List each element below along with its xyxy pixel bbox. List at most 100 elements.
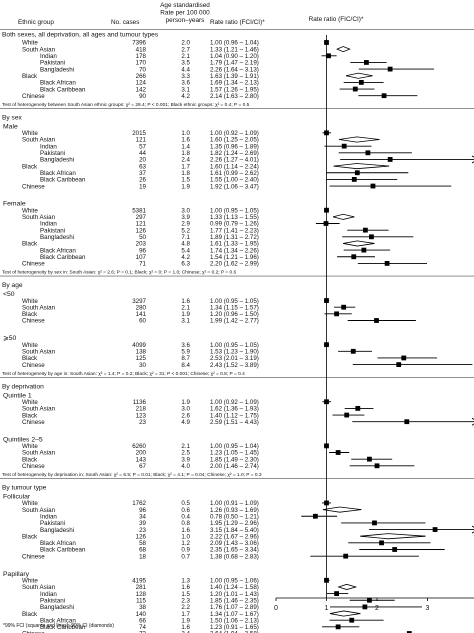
ethnic-group-label: Chinese [22, 318, 45, 325]
section-title: Both sexes, all deprivation, all ages an… [2, 32, 159, 39]
group-label: <50 [3, 291, 15, 298]
estimate-square [374, 318, 379, 323]
cases-value: 30 [139, 362, 146, 369]
section-title: By age [2, 282, 23, 289]
rate-ratio-text: 1.00 (0.95 – 1.04) [210, 443, 259, 450]
x-tick-label: 1 [325, 605, 329, 612]
ethnic-group-label: Black [22, 611, 38, 618]
ethnic-group-label: Bangladeshi [40, 234, 74, 241]
estimate-square [355, 406, 361, 411]
rate-ratio-text: 2.20 (1.62 – 2.99) [210, 261, 259, 268]
cases-value: 200 [136, 450, 147, 457]
cases-value: 141 [136, 311, 147, 318]
rate-value: 0.9 [181, 547, 190, 554]
cases-value: 1762 [132, 500, 146, 507]
heterogeneity-test: Test of heterogeneity by sex in: South A… [2, 270, 237, 276]
ethnic-group-label: Black African [40, 617, 76, 624]
rate-value: 4.4 [181, 66, 190, 73]
rate-value: 3.0 [181, 207, 190, 214]
estimate-square [351, 177, 357, 182]
estimate-square [352, 86, 358, 92]
ethnic-group-label: Indian [40, 143, 57, 150]
ethnic-group-label: Black Caribbean [40, 254, 86, 261]
cases-value: 125 [136, 355, 147, 362]
estimate-square [387, 157, 393, 162]
estimate-square [351, 254, 357, 260]
rate-value: 3.6 [181, 342, 190, 349]
cases-value: 74 [139, 624, 146, 631]
ethnic-group-label: Black [22, 311, 38, 318]
rate-value: 1.6 [181, 137, 190, 144]
estimate-square [335, 450, 341, 455]
cases-value: 266 [136, 73, 147, 80]
estimate-square [367, 456, 372, 462]
ethnic-group-label: Black [22, 533, 38, 540]
rate-value: 1.5 [181, 177, 190, 184]
estimate-square [341, 143, 347, 149]
rate-value: 1.7 [181, 163, 190, 170]
cases-value: 170 [136, 60, 147, 67]
ethnic-group-label: Chinese [22, 631, 45, 633]
rate-ratio-text: 1.85 (1.46 – 2.35) [210, 597, 259, 604]
estimate-square [344, 412, 350, 418]
rate-ratio-text: 1.92 (1.06 – 3.47) [210, 183, 259, 190]
estimate-diamond [360, 533, 426, 540]
rate-value: 4.2 [181, 254, 190, 261]
rate-value: 0.8 [181, 520, 190, 527]
rate-ratio-text: 1.74 (1.34 – 2.26) [210, 247, 259, 254]
rate-ratio-text: 1.35 (0.96 – 1.89) [210, 143, 259, 150]
rate-value: 1.5 [181, 591, 190, 598]
ethnic-group-label: Pakistani [40, 150, 65, 157]
rate-ratio-text: 1.40 (1.12 – 1.75) [210, 412, 259, 419]
rate-ratio-text: 0.78 (0.50 – 1.21) [210, 513, 259, 520]
rate-ratio-text: 2.53 (2.01 – 3.19) [210, 355, 259, 362]
rate-value: 1.9 [181, 399, 190, 406]
ethnic-group-label: Bangladeshi [40, 527, 74, 534]
cases-value: 121 [136, 137, 147, 144]
ethnic-group-label: White [22, 298, 38, 305]
rate-ratio-text: 2.64 (1.94 – 3.58) [210, 631, 259, 633]
ethnic-group-label: Bangladeshi [40, 157, 74, 164]
rate-ratio-text: 1.95 (1.29 – 2.96) [210, 520, 259, 527]
cases-value: 68 [139, 547, 146, 554]
estimate-square [350, 348, 356, 354]
column-headers: Ethnic group No. cases Age standardised R… [18, 2, 364, 26]
cases-value: 72 [139, 631, 146, 633]
cases-value: 280 [136, 304, 147, 311]
footnote: *99% FCI (squares and lines); 99% CI (di… [3, 623, 114, 629]
header-plot-title: Rate ratio (FIC/CI)* [309, 16, 364, 23]
ethnic-group-label: White [22, 399, 38, 406]
estimate-square [432, 527, 438, 532]
estimate-square [369, 234, 374, 240]
rate-value: 0.4 [181, 513, 190, 520]
cases-value: 96 [139, 507, 146, 514]
rate-value: 0.6 [181, 507, 190, 514]
rate-ratio-text: 1.38 (0.68 – 2.83) [210, 553, 259, 560]
estimate-square [335, 624, 341, 630]
rate-value: 2.1 [181, 443, 190, 450]
ethnic-group-label: White [22, 443, 38, 450]
cases-value: 1136 [133, 399, 147, 406]
ethnic-group-label: Pakistani [40, 597, 65, 604]
rate-value: 5.4 [181, 247, 190, 254]
rate-ratio-text: 2.00 (1.46 – 2.74) [210, 463, 259, 470]
rate-value: 2.1 [181, 53, 190, 60]
rate-value: 2.7 [181, 46, 190, 53]
cases-value: 126 [136, 533, 147, 540]
rate-value: 1.7 [181, 611, 190, 618]
cases-value: 71 [139, 261, 146, 268]
ethnic-group-label: Chinese [22, 553, 45, 560]
rate-ratio-text: 1.62 (1.36 – 1.93) [210, 406, 259, 413]
ethnic-group-label: Black [22, 73, 38, 80]
rate-ratio-text: 1.79 (1.47 – 2.19) [210, 60, 259, 67]
plot-area [301, 35, 474, 633]
rate-ratio-text: 1.60 (1.25 – 2.05) [210, 137, 259, 144]
rate-value: 1.4 [181, 143, 190, 150]
cases-value: 178 [136, 53, 147, 60]
rate-ratio-text: 2.26 (1.64 – 3.13) [210, 66, 259, 73]
rate-value: 2.6 [181, 412, 190, 419]
rate-value: 1.6 [181, 624, 190, 631]
ethnic-group-label: White [22, 40, 38, 47]
cases-value: 96 [139, 247, 146, 254]
rate-value: 1.8 [181, 150, 190, 157]
